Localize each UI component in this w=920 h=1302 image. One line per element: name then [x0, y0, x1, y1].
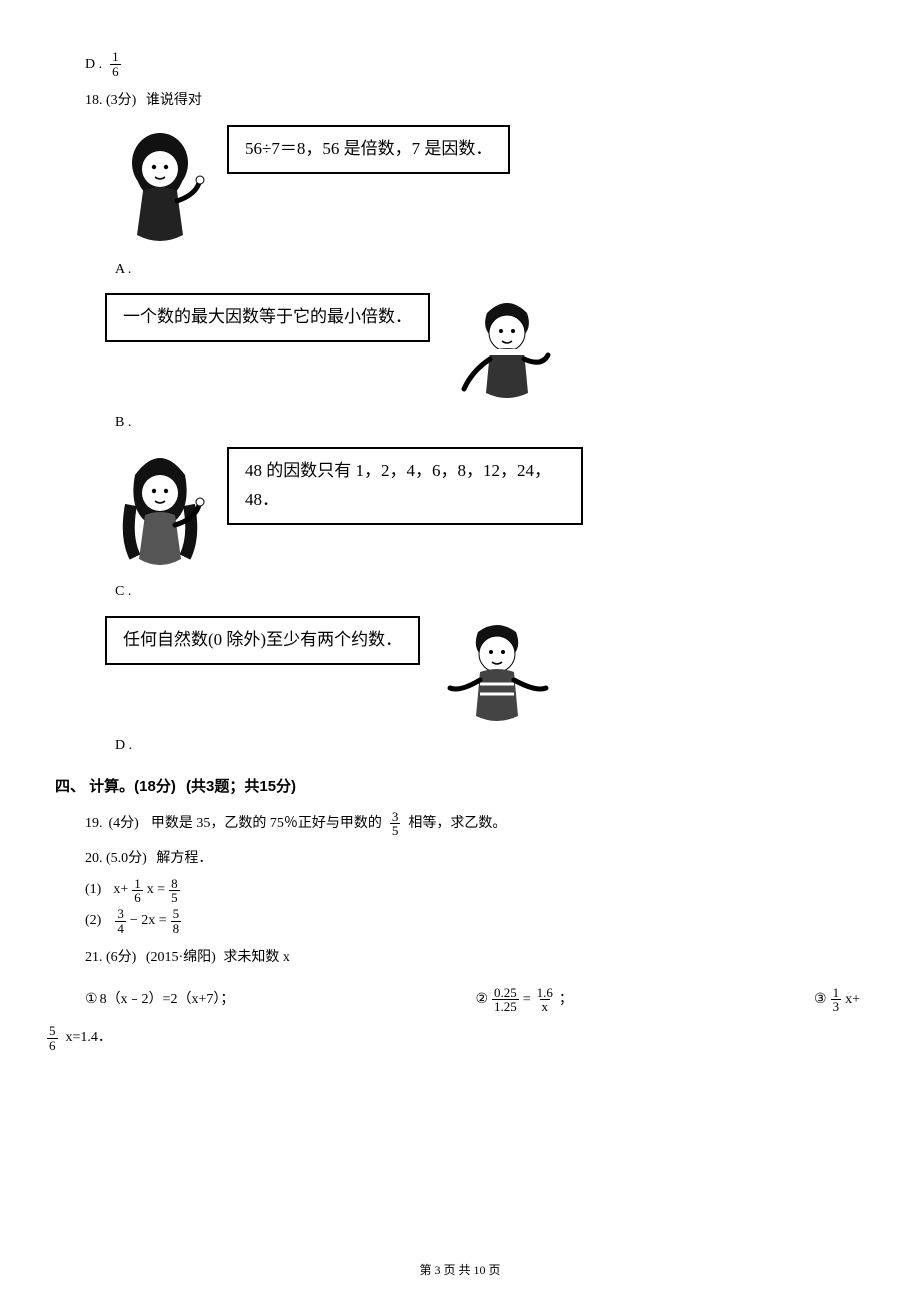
speech-text: 任何自然数(0 除外)至少有两个约数．: [123, 630, 402, 649]
speech-text: 48 的因数只有 1，2，4，6，8，12，24，48．: [245, 461, 551, 509]
q18-option-c-block: 48 的因数只有 1，2，4，6，8，12，24，48． C .: [85, 447, 865, 606]
q21-source: (2015·绵阳): [146, 950, 216, 965]
fraction: 0.25 1.25: [492, 986, 519, 1014]
eq-text: − 2x =: [130, 908, 167, 935]
q19-points: (4分): [109, 811, 139, 838]
fraction-1-6: 1 6: [110, 50, 121, 78]
girl-icon: [105, 125, 215, 255]
q18-option-a-block: 56÷7＝8，56 是倍数，7 是因数． A .: [85, 125, 865, 284]
speech-text: 56÷7＝8，56 是倍数，7 是因数．: [245, 139, 492, 158]
section-4-heading: 四、 计算。(18分) (共3题；共15分): [55, 773, 865, 802]
eq-text: x =: [147, 877, 165, 904]
q21-parts-row: ① 8（x﹣2）=2（x+7）； ② 0.25 1.25 = 1.6 x ； ③…: [55, 986, 865, 1014]
fraction: 5 6: [47, 1024, 58, 1052]
section-subcount: (共3题；共15分): [186, 778, 296, 795]
q18-option-b-block: 一个数的最大因数等于它的最小倍数． B .: [85, 293, 865, 437]
q19: 19. (4分) 甲数是 35，乙数的 75％正好与甲数的 3 5 相等，求乙数…: [85, 810, 865, 838]
fraction: 5 8: [171, 907, 182, 935]
option-letter: A .: [115, 257, 865, 284]
section-title: 四、 计算。(18分): [55, 778, 176, 795]
q21-part-2: ② 0.25 1.25 = 1.6 x ；: [475, 986, 572, 1014]
q21-number: 21.: [85, 950, 103, 965]
q17-option-d: D . 1 6: [85, 50, 865, 78]
page-number: 第 3 页 共 10 页: [419, 1263, 500, 1277]
circled-number: ②: [475, 987, 488, 1014]
fraction-3-5: 3 5: [390, 810, 401, 838]
eq-tail: x+: [845, 987, 860, 1014]
fraction: 1.6 x: [535, 986, 555, 1014]
q18-stem: 18. (3分) 谁说得对: [85, 88, 865, 115]
q19-number: 19.: [85, 811, 103, 838]
option-letter: C .: [115, 579, 865, 606]
fraction: 1 3: [831, 986, 842, 1014]
q21-points: (6分): [106, 950, 136, 965]
q18-b-row: 一个数的最大因数等于它的最小倍数．: [105, 293, 865, 408]
q18-number: 18.: [85, 93, 103, 108]
circled-number: ①: [85, 987, 98, 1014]
q18-c-row: 48 的因数只有 1，2，4，6，8，12，24，48．: [105, 447, 865, 577]
q20-number: 20.: [85, 851, 103, 866]
q21-part-1: ① 8（x﹣2）=2（x+7）；: [85, 987, 234, 1014]
eq-text: 8（x﹣2）=2（x+7）；: [100, 987, 235, 1014]
boy-icon: [432, 616, 562, 731]
fraction: 8 5: [169, 877, 180, 905]
speech-bubble: 一个数的最大因数等于它的最小倍数．: [105, 293, 430, 342]
option-letter: D .: [85, 52, 102, 79]
q18-text: 谁说得对: [146, 93, 202, 108]
speech-bubble: 56÷7＝8，56 是倍数，7 是因数．: [227, 125, 510, 174]
eq-label: (1): [85, 877, 101, 904]
option-letter: D .: [115, 733, 865, 760]
q18-points: (3分): [106, 93, 136, 108]
page: D . 1 6 18. (3分) 谁说得对: [0, 0, 920, 1302]
boy-icon: [442, 293, 572, 408]
eq-sign: =: [523, 987, 531, 1014]
eq-tail: ；: [559, 987, 573, 1014]
eq-label: (2): [85, 908, 101, 935]
speech-bubble: 48 的因数只有 1，2，4，6，8，12，24，48．: [227, 447, 583, 525]
q20-text: 解方程．: [156, 851, 212, 866]
q20-eq2: (2) 3 4 − 2x = 5 8: [85, 907, 865, 935]
circled-number: ③: [814, 987, 827, 1014]
fraction: 1 6: [132, 877, 143, 905]
girl-icon: [105, 447, 215, 577]
fraction: 3 4: [115, 907, 126, 935]
q18-a-row: 56÷7＝8，56 是倍数，7 是因数．: [105, 125, 865, 255]
q21-text: 求未知数 x: [223, 950, 290, 965]
q19-text-b: 相等，求乙数。: [408, 811, 506, 838]
q20-points: (5.0分): [106, 851, 147, 866]
q18-d-row: 任何自然数(0 除外)至少有两个约数．: [105, 616, 865, 731]
q19-text-a: 甲数是 35，乙数的 75％正好与甲数的: [151, 811, 382, 838]
q21-line2: 5 6 x=1.4．: [45, 1024, 865, 1052]
speech-text: 一个数的最大因数等于它的最小倍数．: [123, 307, 412, 326]
q20-stem: 20. (5.0分) 解方程．: [85, 846, 865, 873]
eq-tail: x=1.4．: [66, 1025, 112, 1052]
q18-option-d-block: 任何自然数(0 除外)至少有两个约数． D .: [85, 616, 865, 760]
q21-part-3: ③ 1 3 x+: [814, 986, 860, 1014]
option-letter: B .: [115, 410, 865, 437]
q20-eq1: (1) x+ 1 6 x = 8 5: [85, 877, 865, 905]
eq-text: x+: [113, 877, 128, 904]
speech-bubble: 任何自然数(0 除外)至少有两个约数．: [105, 616, 420, 665]
page-footer: 第 3 页 共 10 页: [0, 1259, 920, 1282]
q21-stem: 21. (6分) (2015·绵阳) 求未知数 x: [85, 945, 865, 972]
